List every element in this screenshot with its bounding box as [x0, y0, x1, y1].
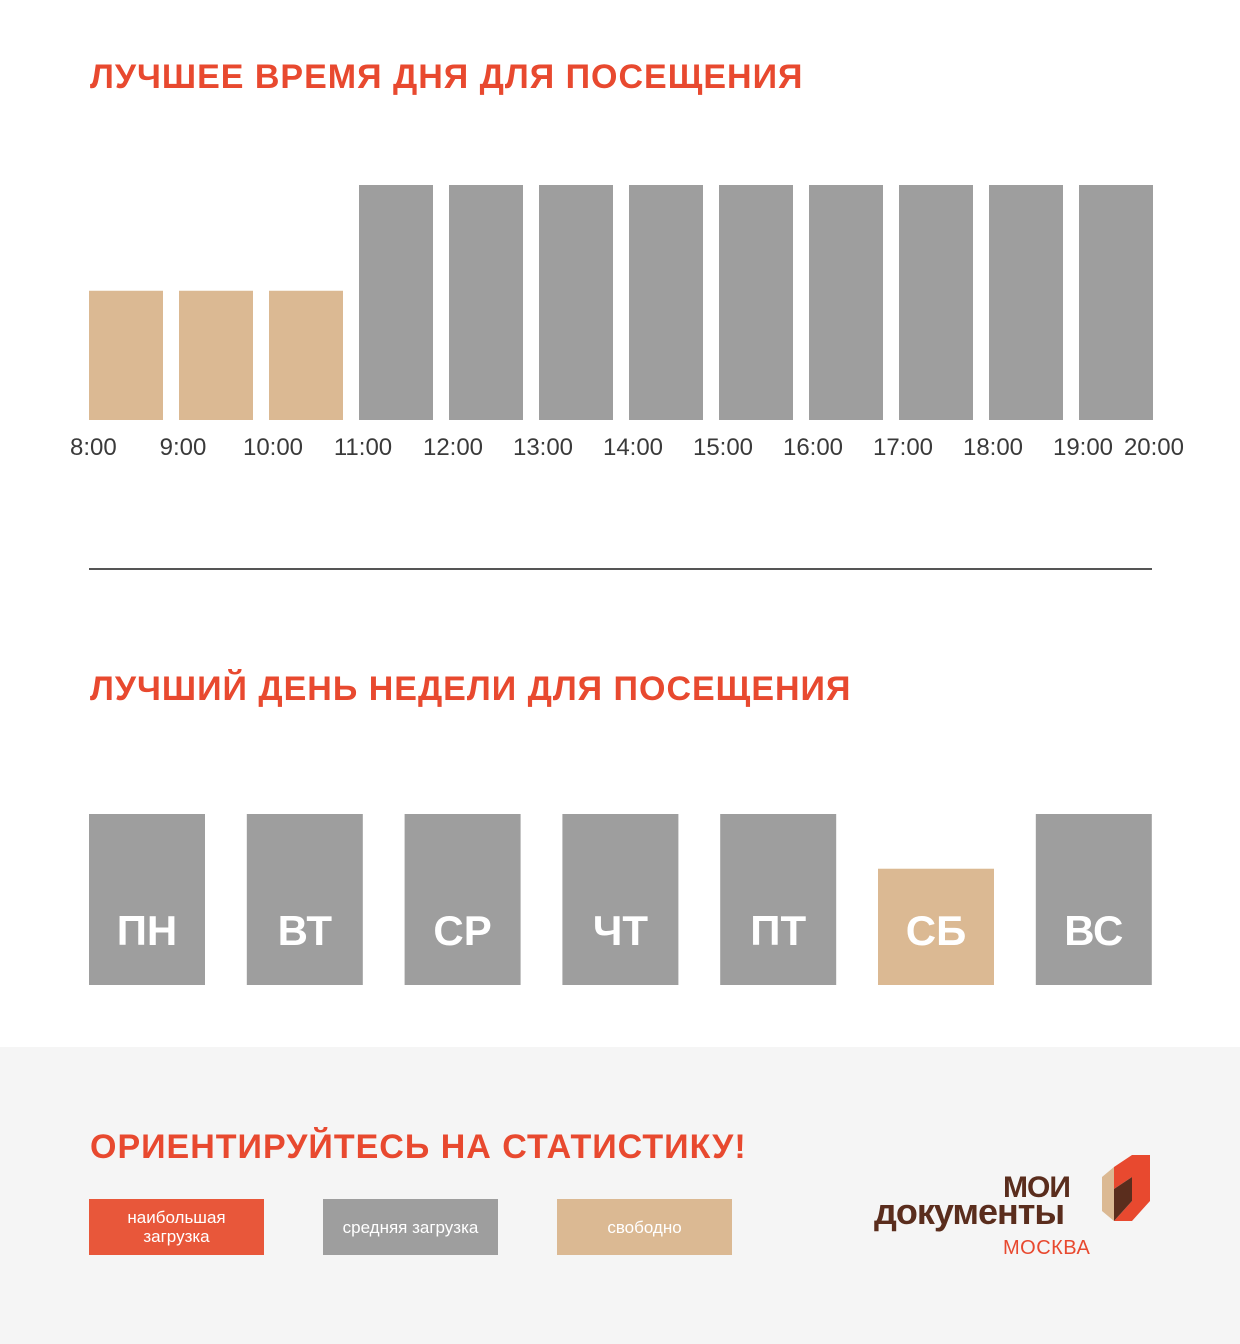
- hour-tick-label: 15:00: [693, 434, 753, 461]
- logo-line2: документы: [874, 1191, 1065, 1232]
- hour-bar: [719, 185, 793, 420]
- hour-tick-label: 8:00: [70, 434, 117, 461]
- hour-bar: [89, 290, 163, 420]
- day-bar: [246, 814, 363, 985]
- legend-free: свободно: [557, 1199, 732, 1255]
- hour-tick-label: 11:00: [334, 434, 392, 461]
- legend-medium-load: средняя загрузка: [323, 1199, 498, 1255]
- day-label: СБ: [906, 907, 967, 954]
- hour-tick-label: 10:00: [243, 434, 303, 461]
- day-bar: [89, 814, 205, 985]
- day-bar: [878, 868, 994, 985]
- day-label: ЧТ: [593, 907, 649, 954]
- logo-emblem-icon: [1102, 1155, 1150, 1221]
- logo-line1: МОИ: [1003, 1171, 1071, 1204]
- hour-bar: [539, 185, 613, 420]
- hour-bar: [359, 185, 433, 420]
- hour-bar: [179, 290, 253, 420]
- hour-bar: [1079, 185, 1153, 420]
- day-bar: [720, 814, 837, 985]
- hour-bar: [809, 185, 883, 420]
- hour-tick-label: 20:00: [1124, 434, 1184, 461]
- hour-bar: [629, 185, 703, 420]
- day-bar-chart: ПН ВТ СР ЧТ ПТ СБ ВС: [89, 814, 1152, 985]
- footer-panel: [0, 1047, 1240, 1344]
- hour-tick-label: 18:00: [963, 434, 1023, 461]
- hour-tick-label: 13:00: [513, 434, 573, 461]
- hour-tick-label: 14:00: [603, 434, 663, 461]
- day-bar: [404, 814, 521, 985]
- day-bar: [1035, 814, 1152, 985]
- hour-bar: [269, 290, 343, 420]
- hour-bar-chart: 8:00 9:00 10:00 11:00 12:00 13:00 14:00 15:00 16…: [70, 185, 1184, 461]
- hour-tick-label: 17:00: [873, 434, 933, 461]
- hour-tick-label: 16:00: [783, 434, 843, 461]
- day-bar: [562, 814, 679, 985]
- hour-bar: [989, 185, 1063, 420]
- day-label: ПТ: [750, 907, 806, 954]
- logo-city: МОСКВА: [1003, 1237, 1091, 1259]
- section-divider: [89, 568, 1152, 570]
- hour-tick-label: 19:00: [1053, 434, 1113, 461]
- hour-bar: [899, 185, 973, 420]
- hour-tick-label: 12:00: [423, 434, 483, 461]
- legend-high-load: наибольшая загрузка: [89, 1199, 264, 1255]
- hour-tick-label: 9:00: [160, 434, 207, 461]
- day-label: СР: [433, 907, 491, 954]
- day-label: ПН: [117, 907, 178, 954]
- day-chart-title: ЛУЧШИЙ ДЕНЬ НЕДЕЛИ ДЛЯ ПОСЕЩЕНИЯ: [90, 670, 852, 708]
- time-chart-title: ЛУЧШЕЕ ВРЕМЯ ДНЯ ДЛЯ ПОСЕЩЕНИЯ: [90, 58, 804, 96]
- hour-bar: [449, 185, 523, 420]
- footer-title: ОРИЕНТИРУЙТЕСЬ НА СТАТИСТИКУ!: [90, 1128, 747, 1166]
- moi-dokumenty-logo: МОИ документы МОСКВА: [870, 1145, 1170, 1265]
- day-label: ВС: [1064, 907, 1123, 954]
- day-label: ВТ: [278, 907, 333, 954]
